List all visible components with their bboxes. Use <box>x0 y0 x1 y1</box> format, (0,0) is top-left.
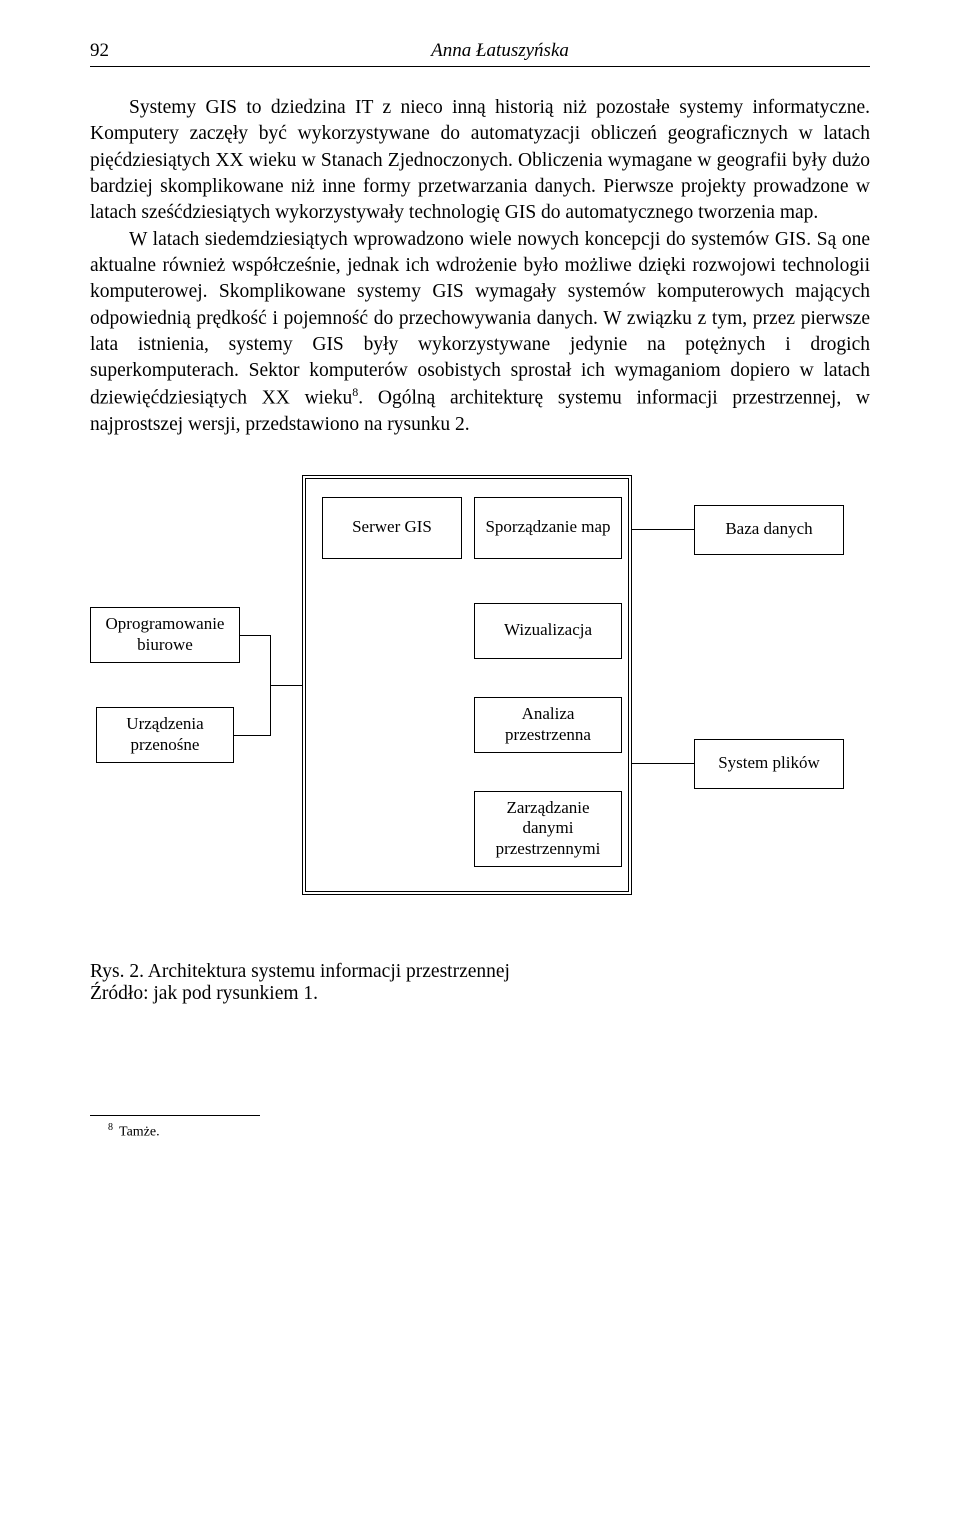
paragraph-2: W latach siedemdziesiątych wprowadzono w… <box>90 227 870 439</box>
box-serwer-gis: Serwer GIS <box>322 497 462 559</box>
box-analiza-przestrzenna: Analiza przestrzenna <box>474 697 622 753</box>
body-text: Systemy GIS to dziedzina IT z nieco inną… <box>90 95 870 439</box>
architecture-diagram: Serwer GIS Sporządzanie map Baza danych … <box>90 475 870 915</box>
box-sporzadzanie-map: Sporządzanie map <box>474 497 622 559</box>
page-header: 92 Anna Łatuszyńska <box>90 40 870 67</box>
footnote-text: Tamże. <box>119 1124 160 1139</box>
paragraph-1: Systemy GIS to dziedzina IT z nieco inną… <box>90 95 870 227</box>
connector <box>234 735 270 736</box>
author-name: Anna Łatuszyńska <box>130 40 870 62</box>
connector <box>632 763 694 764</box>
figure-caption: Rys. 2. Architektura systemu informacji … <box>90 961 870 1005</box>
box-wizualizacja: Wizualizacja <box>474 603 622 659</box>
box-urzadzenia-przenosne: Urządzenia przenośne <box>96 707 234 763</box>
connector <box>240 635 270 636</box>
box-system-plikow: System plików <box>694 739 844 789</box>
caption-line-1: Rys. 2. Architektura systemu informacji … <box>90 961 870 983</box>
footnote-number: 8 <box>108 1122 113 1133</box>
paragraph-2a: W latach siedemdziesiątych wprowadzono w… <box>90 229 870 409</box>
box-oprogramowanie-biurowe: Oprogramowanie biurowe <box>90 607 240 663</box>
caption-line-2: Źródło: jak pod rysunkiem 1. <box>90 983 870 1005</box>
box-baza-danych: Baza danych <box>694 505 844 555</box>
box-zarzadzanie-danymi: Zarządzanie danymi przestrzennymi <box>474 791 622 867</box>
footnote-rule <box>90 1115 260 1116</box>
connector <box>270 685 302 686</box>
page-number: 92 <box>90 40 130 62</box>
connector <box>632 529 694 530</box>
footnote: 8 Tamże. <box>90 1122 870 1141</box>
page: 92 Anna Łatuszyńska Systemy GIS to dzied… <box>0 0 960 1200</box>
